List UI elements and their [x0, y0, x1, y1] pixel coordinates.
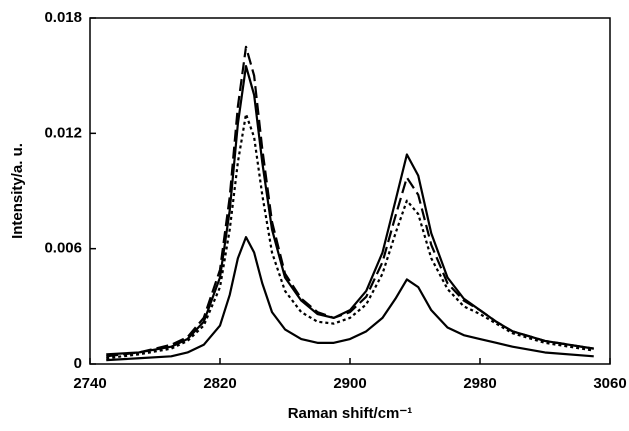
x-tick-label: 2740: [73, 375, 106, 392]
series-line: [106, 113, 594, 360]
y-tick-label: 0: [74, 355, 82, 372]
x-tick-label: 2980: [463, 375, 496, 392]
x-axis-label: Raman shift/cm⁻¹: [288, 405, 413, 422]
y-tick-label: 0.018: [44, 9, 82, 26]
x-tick-label: 2820: [203, 375, 236, 392]
series-line: [106, 236, 594, 362]
series-line: [106, 64, 594, 356]
y-tick-label: 0.012: [44, 124, 82, 141]
y-tick-label: 0.006: [44, 240, 82, 257]
x-tick-label: 2900: [333, 375, 366, 392]
y-axis-label: Intensity/a. u.: [9, 143, 26, 239]
x-tick-label: 3060: [593, 375, 626, 392]
